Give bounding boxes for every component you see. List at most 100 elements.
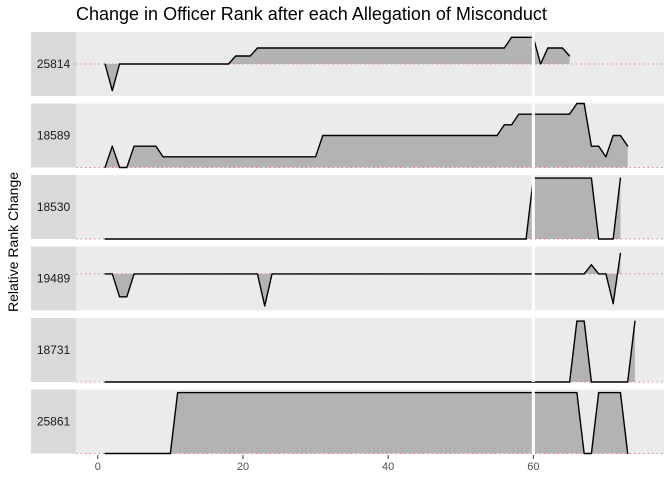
- panel-label: 25861: [37, 415, 71, 429]
- data-point-9: [496, 134, 498, 137]
- data-point-7: [503, 47, 505, 49]
- data-point-3: [126, 166, 128, 169]
- panel-25814: 25814: [31, 32, 664, 96]
- data-point-2: [576, 320, 578, 322]
- series-line: [104, 102, 629, 169]
- data-point-9: [590, 264, 593, 266]
- data-point-1: [569, 381, 571, 383]
- panel-strip: [31, 32, 76, 96]
- data-point-10: [598, 273, 600, 275]
- data-point-3: [590, 177, 593, 179]
- data-point-0: [104, 166, 106, 169]
- y-axis-label: Relative Rank Change: [5, 172, 21, 312]
- panel-label: 18589: [37, 129, 71, 143]
- data-point-5: [249, 55, 251, 57]
- data-point-0: [104, 452, 106, 455]
- data-point-20: [619, 134, 622, 137]
- data-point-7: [314, 156, 317, 158]
- data-point-3: [227, 63, 230, 65]
- data-point-8: [583, 273, 585, 275]
- data-point-2: [177, 391, 179, 394]
- data-point-4: [133, 145, 135, 147]
- data-point-17: [598, 145, 600, 147]
- panel-strip: [31, 103, 76, 168]
- data-point-5: [590, 452, 593, 455]
- panels: 25814 18589 18530 19489 18731 25861: [31, 32, 664, 455]
- x-tick-label: 20: [237, 461, 249, 473]
- data-point-12: [561, 47, 563, 49]
- data-point-13: [569, 55, 571, 57]
- data-point-1: [525, 238, 527, 240]
- panel-label: 19489: [37, 272, 71, 286]
- data-point-4: [590, 381, 593, 383]
- data-point-1: [111, 273, 113, 275]
- data-point-0: [104, 238, 106, 240]
- data-point-7: [619, 391, 622, 394]
- x-axis: 0 20 40 60: [95, 455, 539, 473]
- data-point-13: [569, 113, 571, 115]
- data-point-8: [627, 452, 629, 455]
- series-line: [104, 36, 571, 92]
- data-point-6: [256, 47, 259, 49]
- data-point-19: [612, 134, 614, 137]
- panel-18731: 18731: [31, 318, 664, 383]
- chart-title: Change in Officer Rank after each Allega…: [76, 4, 547, 24]
- data-point-2: [118, 63, 121, 65]
- data-point-6: [264, 305, 266, 307]
- data-point-8: [510, 36, 513, 38]
- data-point-6: [162, 156, 164, 158]
- data-point-12: [612, 303, 614, 305]
- data-point-0: [104, 63, 106, 65]
- data-point-11: [605, 273, 607, 275]
- panel-strip: [31, 389, 76, 454]
- panel-18589: 18589: [31, 102, 664, 169]
- data-point-6: [598, 391, 600, 394]
- data-point-0: [104, 273, 106, 275]
- panel-background: [76, 318, 664, 382]
- data-point-16: [590, 145, 593, 147]
- data-point-6: [619, 177, 622, 179]
- data-point-21: [627, 145, 629, 147]
- panel-label: 25814: [37, 57, 71, 71]
- data-point-14: [576, 102, 578, 105]
- data-point-15: [583, 102, 585, 105]
- panel-strip: [31, 175, 76, 239]
- series-area: [105, 321, 635, 382]
- x-tick-label: 60: [527, 461, 539, 473]
- data-point-4: [235, 55, 237, 57]
- data-point-2: [118, 166, 121, 169]
- data-point-8: [322, 134, 324, 137]
- panel-18530: 18530: [31, 175, 664, 240]
- data-point-11: [510, 124, 513, 126]
- panel-background: [76, 246, 664, 311]
- data-point-4: [583, 452, 585, 455]
- data-point-0: [104, 381, 106, 383]
- data-point-5: [612, 238, 614, 240]
- panel-strip: [31, 318, 76, 382]
- data-point-10: [539, 63, 542, 65]
- data-point-4: [598, 238, 600, 240]
- panel-label: 18731: [37, 343, 71, 357]
- data-point-13: [619, 252, 622, 254]
- data-point-5: [256, 273, 259, 275]
- data-point-1: [169, 452, 171, 455]
- data-point-1: [111, 145, 113, 147]
- panel-label: 18530: [37, 200, 71, 214]
- data-point-11: [547, 47, 549, 49]
- data-point-10: [503, 124, 505, 126]
- panel-19489: 19489: [31, 246, 664, 311]
- series-line: [105, 253, 622, 307]
- data-point-1: [111, 90, 113, 92]
- data-point-18: [605, 156, 607, 158]
- data-point-5: [155, 145, 157, 147]
- data-point-5: [627, 381, 629, 383]
- data-point-4: [133, 273, 135, 275]
- x-tick-label: 40: [382, 461, 394, 473]
- data-point-7: [271, 273, 273, 275]
- data-point-3: [126, 296, 128, 298]
- series-area: [105, 178, 621, 239]
- panel-strip: [31, 246, 76, 311]
- data-point-12: [518, 113, 520, 115]
- data-point-6: [634, 320, 636, 322]
- panel-25861: 25861: [31, 389, 664, 455]
